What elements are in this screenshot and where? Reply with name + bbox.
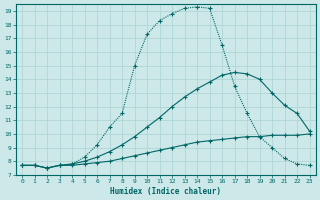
- X-axis label: Humidex (Indice chaleur): Humidex (Indice chaleur): [110, 187, 221, 196]
